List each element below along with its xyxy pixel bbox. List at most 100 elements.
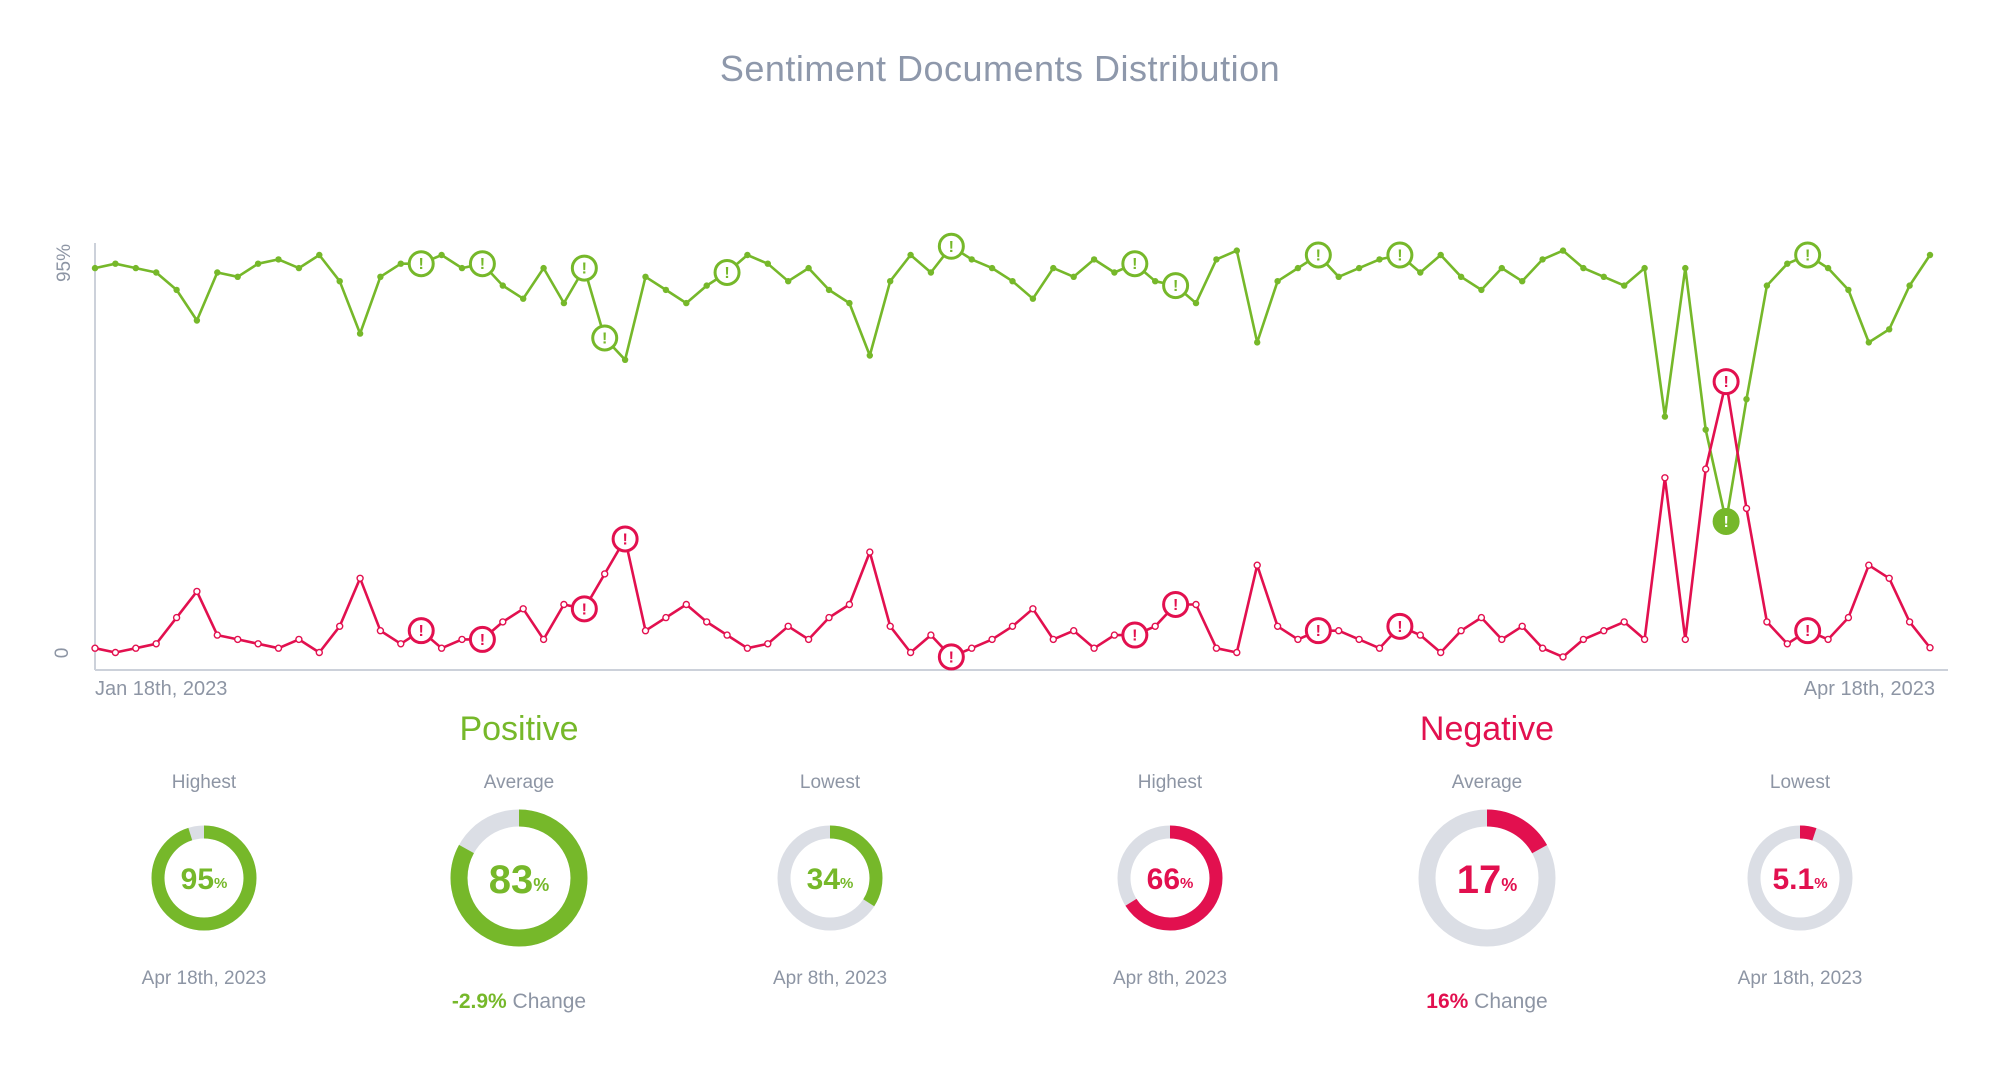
data-point <box>907 251 914 259</box>
data-point <box>1049 635 1057 644</box>
data-point <box>1437 251 1444 259</box>
data-point <box>743 644 752 652</box>
page-title: Sentiment Documents Distribution <box>719 48 1281 89</box>
alert-glyph: ! <box>1805 623 1810 640</box>
alert-icon[interactable] <box>611 525 639 553</box>
data-point <box>866 548 874 556</box>
alert-icon[interactable] <box>1121 621 1149 649</box>
gauge-change: 16% Change <box>1377 990 1597 1014</box>
gauge-value: 95% <box>180 863 228 896</box>
alert-icon[interactable] <box>713 258 741 286</box>
alert-glyph: ! <box>480 256 485 273</box>
data-point <box>703 282 710 289</box>
data-point <box>153 269 160 276</box>
data-point <box>1538 644 1547 652</box>
data-point <box>437 644 446 652</box>
alert-icon[interactable] <box>407 250 435 278</box>
alert-icon[interactable] <box>1712 368 1740 396</box>
alert-icon[interactable] <box>937 643 965 671</box>
alert-icon[interactable] <box>1121 250 1149 278</box>
data-point <box>1090 644 1098 652</box>
data-point <box>254 260 262 267</box>
alert-icon[interactable] <box>407 617 435 645</box>
alert-icon[interactable] <box>1162 272 1190 300</box>
data-point <box>1212 644 1221 652</box>
alert-icon[interactable] <box>570 595 598 623</box>
data-point <box>316 251 323 259</box>
data-point <box>866 352 873 359</box>
data-point <box>1050 264 1057 272</box>
alert-icon[interactable] <box>591 324 619 352</box>
data-point <box>1763 618 1771 626</box>
alert-icon[interactable] <box>468 625 496 653</box>
data-point <box>1334 627 1343 635</box>
data-point <box>520 295 527 302</box>
data-point <box>1865 339 1873 346</box>
data-point <box>193 587 201 596</box>
donut-ring <box>1418 809 1556 946</box>
data-point <box>540 264 547 272</box>
data-point <box>499 618 507 626</box>
data-point <box>1539 256 1546 263</box>
gauge-negative-lowest: Lowest 5.1% Apr 18th, 2023 <box>1690 772 1910 990</box>
alert-icon[interactable] <box>1386 241 1414 269</box>
data-point <box>233 635 242 644</box>
data-point <box>1641 264 1648 272</box>
data-point <box>132 644 140 652</box>
data-point <box>642 273 649 280</box>
change-value: -2.9% <box>451 990 507 1013</box>
donut-ring <box>1117 825 1223 930</box>
alert-icon[interactable] <box>1712 507 1740 535</box>
data-point <box>1845 286 1852 294</box>
data-point <box>1192 299 1200 307</box>
alert-icon[interactable] <box>468 250 496 278</box>
alert-icon[interactable] <box>570 254 598 282</box>
sentiment-line-chart[interactable]: !!!!!!!!!!!!!!!!!!!!!!! <box>50 170 1950 730</box>
alert-icon[interactable] <box>937 232 965 260</box>
data-point <box>1151 622 1159 630</box>
data-point <box>1844 613 1853 622</box>
data-point <box>1009 278 1016 285</box>
gauge-label: Highest <box>171 772 237 793</box>
alert-glyph: ! <box>1132 628 1137 645</box>
data-point <box>458 635 466 644</box>
alert-icon[interactable] <box>1162 590 1190 618</box>
data-point <box>1518 622 1526 630</box>
data-point <box>112 260 119 267</box>
data-point <box>1640 635 1649 644</box>
x-axis-end-label: Apr 18th, 2023 <box>1803 678 1935 700</box>
data-point <box>1742 504 1751 513</box>
gauge-value: 5.1% <box>1772 863 1828 896</box>
data-point <box>1070 627 1078 635</box>
data-point <box>1580 264 1587 272</box>
change-value: 16% <box>1426 990 1469 1013</box>
alert-icon[interactable] <box>1794 241 1822 269</box>
gauge-change: -2.9% Change <box>409 990 629 1014</box>
alert-icon[interactable] <box>1304 241 1332 269</box>
alert-icon[interactable] <box>1794 617 1822 645</box>
negative-line <box>94 380 1932 659</box>
gauge-date: Apr 8th, 2023 <box>772 968 888 989</box>
data-point <box>1600 273 1608 280</box>
data-point <box>1375 644 1384 652</box>
data-point <box>785 278 792 285</box>
data-point <box>845 600 854 609</box>
alert-glyph: ! <box>1723 374 1728 391</box>
gauge-value: 66% <box>1146 863 1194 896</box>
alert-glyph: ! <box>1316 248 1321 265</box>
data-point <box>1905 618 1914 626</box>
data-point <box>1233 648 1241 657</box>
data-point <box>1477 613 1486 622</box>
data-point <box>1579 635 1588 644</box>
alert-icon[interactable] <box>1386 612 1414 640</box>
data-point <box>274 644 283 652</box>
data-point <box>1417 269 1424 276</box>
data-point <box>1926 644 1934 652</box>
gauge-label: Lowest <box>799 772 861 793</box>
data-point <box>336 278 343 285</box>
gauge-value: 17% <box>1456 857 1518 902</box>
data-point <box>1559 247 1567 254</box>
alert-icon[interactable] <box>1304 617 1332 645</box>
data-point <box>397 260 404 267</box>
data-point <box>1498 635 1506 644</box>
